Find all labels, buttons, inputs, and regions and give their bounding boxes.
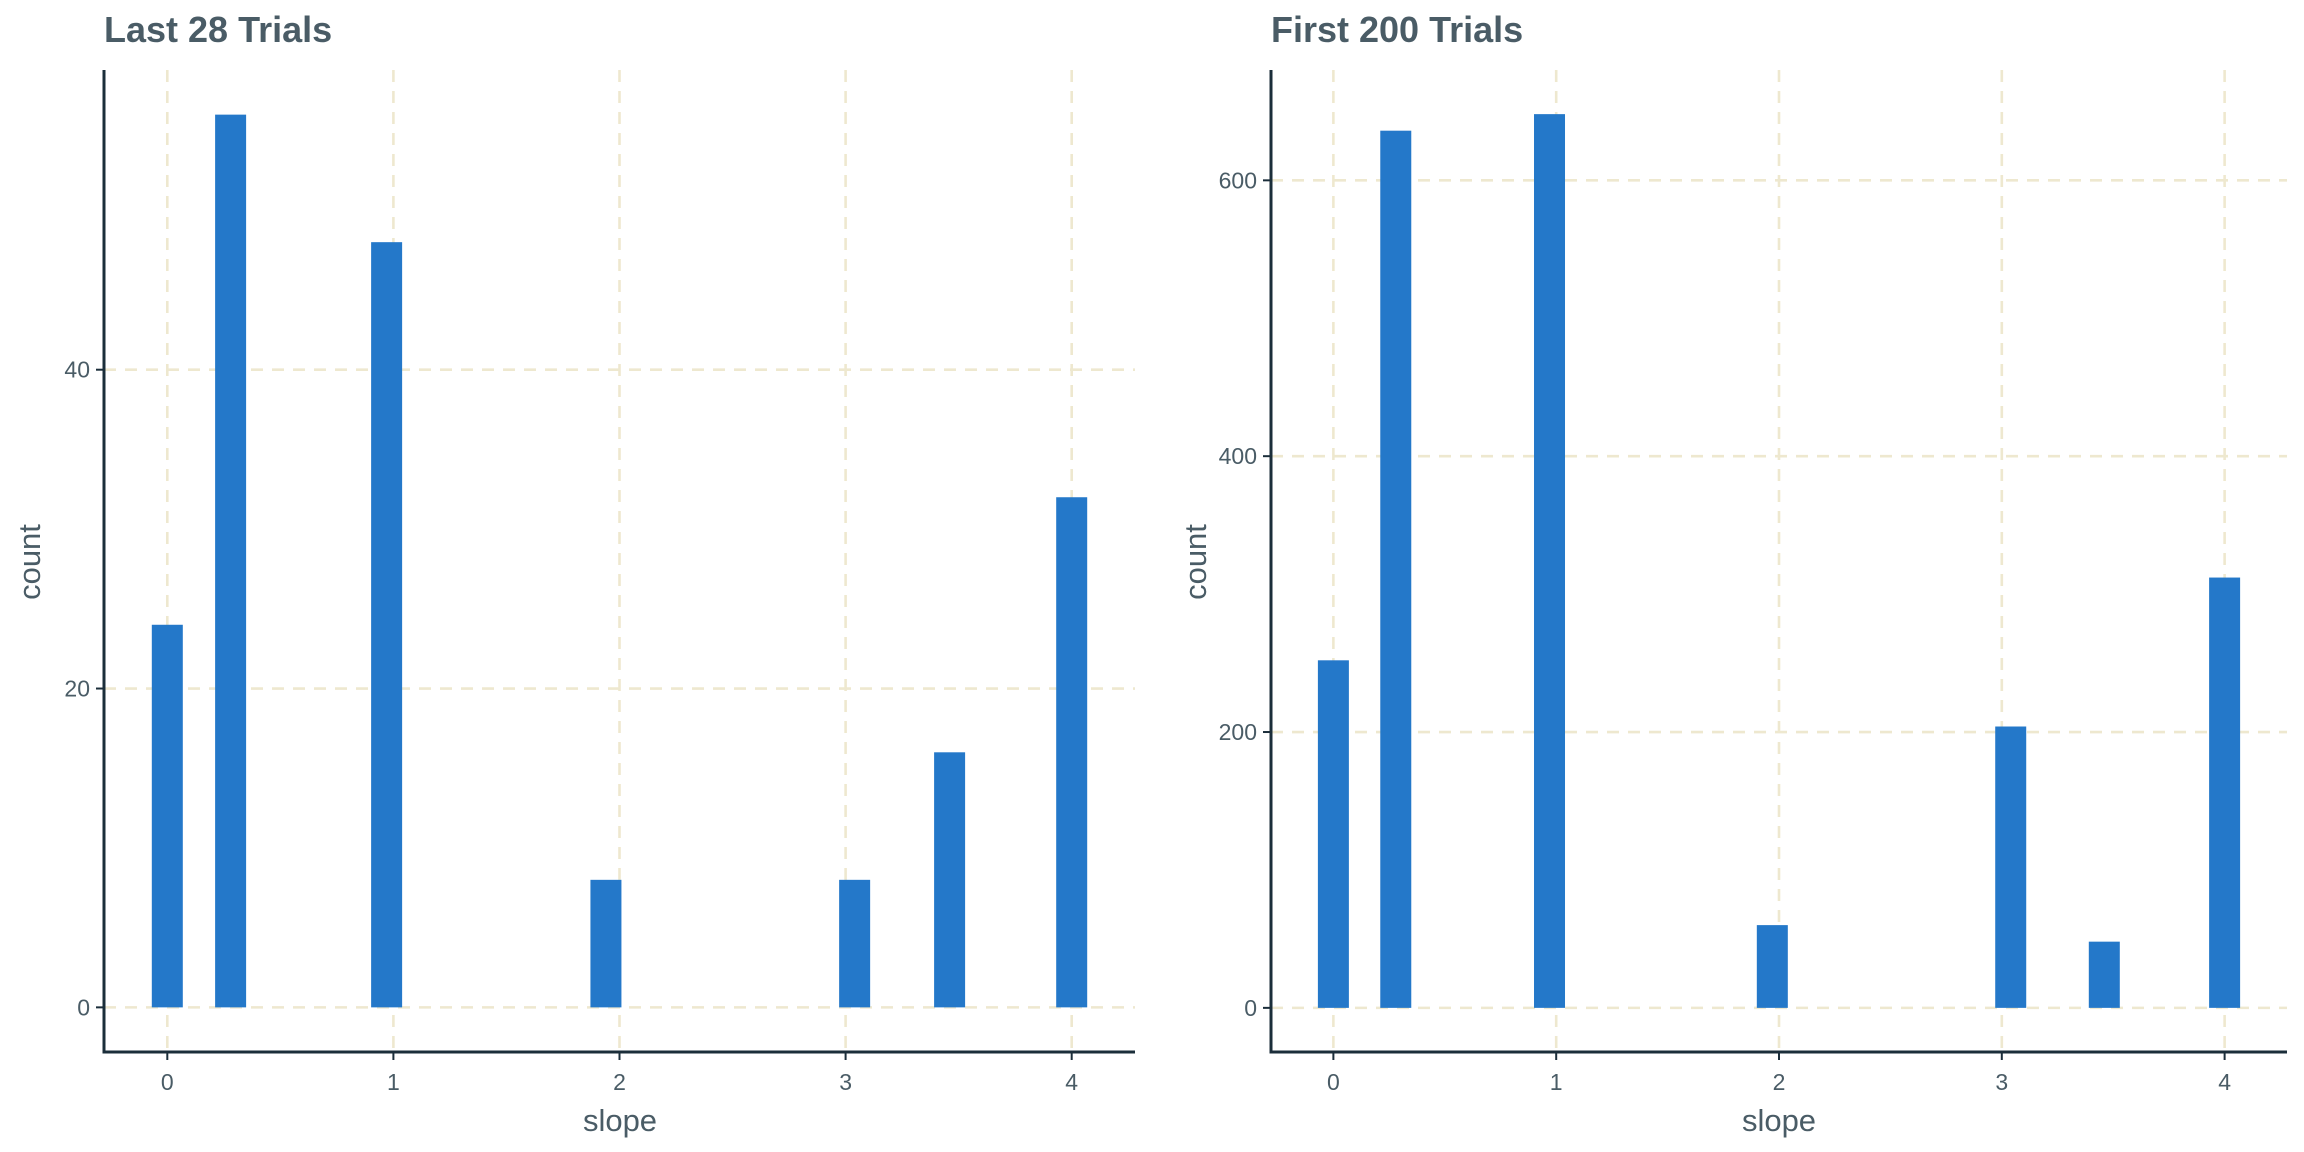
bar <box>215 114 247 1008</box>
x-axis-label: slope <box>583 1103 657 1138</box>
y-tick-label: 20 <box>64 676 90 702</box>
bar <box>1380 130 1412 1008</box>
bar <box>1995 726 2027 1008</box>
bar <box>934 752 966 1008</box>
x-tick-label: 0 <box>161 1069 174 1095</box>
bar <box>371 242 403 1008</box>
x-tick-label: 2 <box>1773 1069 1786 1095</box>
x-tick-label: 0 <box>1327 1069 1340 1095</box>
bar <box>151 624 183 1008</box>
x-tick-label: 3 <box>1995 1069 2008 1095</box>
x-tick-label: 1 <box>387 1069 400 1095</box>
y-axis-label: count <box>12 524 47 600</box>
x-tick-label: 1 <box>1550 1069 1563 1095</box>
chart-title: Last 28 Trials <box>104 9 332 50</box>
bar <box>1056 497 1088 1008</box>
bar <box>1534 114 1566 1008</box>
y-tick-label: 40 <box>64 357 90 383</box>
bar <box>2088 941 2120 1008</box>
panel-first-200-trials: First 200 Trials slope count 0 1 2 3 4 0 200 40… <box>1178 9 2287 1138</box>
x-tick-label: 2 <box>613 1069 626 1095</box>
y-tick-label: 200 <box>1219 719 1257 745</box>
y-axis-label: count <box>1178 524 1213 600</box>
x-tick-label: 4 <box>2218 1069 2231 1095</box>
bar <box>1317 660 1349 1008</box>
x-tick-label: 3 <box>839 1069 852 1095</box>
y-tick-label: 0 <box>77 994 90 1020</box>
y-tick-label: 0 <box>1244 995 1257 1021</box>
y-tick-label: 600 <box>1219 167 1257 193</box>
x-axis-label: slope <box>1742 1103 1816 1138</box>
bar <box>2209 577 2241 1008</box>
x-tick-label: 4 <box>1065 1069 1078 1095</box>
chart-title: First 200 Trials <box>1271 9 1523 50</box>
bar <box>590 879 622 1008</box>
bar <box>1756 925 1788 1008</box>
y-tick-label: 400 <box>1219 443 1257 469</box>
bar <box>839 879 871 1008</box>
